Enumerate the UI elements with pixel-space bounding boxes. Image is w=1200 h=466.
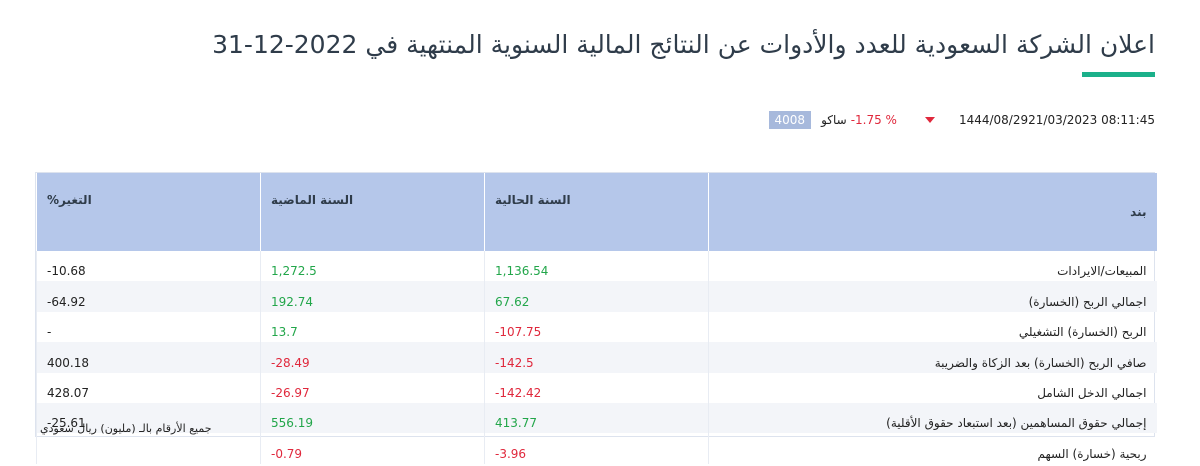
hijri-date: 1444/08/29 bbox=[958, 113, 1029, 127]
table-row: صافي الربح (الخسارة) بعد الزكاة والضريبة… bbox=[36, 342, 1157, 373]
stock-code-badge[interactable]: 4008 bbox=[768, 111, 812, 129]
row-previous-value: -28.49 bbox=[260, 342, 485, 373]
row-change-value: -25.61 bbox=[36, 402, 261, 434]
row-previous-value: 556.19 bbox=[260, 402, 485, 434]
row-current-value: -3.96 bbox=[484, 433, 709, 464]
row-change-value: 400.18 bbox=[36, 342, 261, 373]
row-previous-value: 1,272.5 bbox=[260, 251, 485, 282]
arrow-down-icon bbox=[924, 117, 935, 123]
table-row: اجمالي الدخل الشامل -142.42 -26.97 428.07 bbox=[36, 372, 1157, 403]
row-item-label: الربح (الخسارة) التشغيلي bbox=[708, 311, 1157, 343]
row-change-value: 428.07 bbox=[36, 372, 261, 403]
row-item-label: صافي الربح (الخسارة) بعد الزكاة والضريبة bbox=[708, 342, 1157, 373]
units-footnote: جميع الأرقام بالـ (مليون) ريال سعودي bbox=[40, 422, 212, 435]
stock-info-bar: 4008 ساكو -1.75 % 1444/08/29 21/03/2023 … bbox=[759, 111, 1155, 129]
row-item-label: ربحية (خسارة) السهم bbox=[708, 433, 1157, 464]
row-item-label: اجمالي الدخل الشامل bbox=[708, 372, 1157, 403]
table-row: اجمالي الربح (الخسارة) 67.62 192.74 -64.92 bbox=[36, 281, 1157, 312]
header-current-year: السنة الحالية bbox=[484, 173, 709, 251]
table-header-row: بند السنة الحالية السنة الماضية التغير% bbox=[36, 173, 1157, 251]
table-row: ربحية (خسارة) السهم -3.96 -0.79 bbox=[36, 433, 1157, 464]
financial-results-table: بند السنة الحالية السنة الماضية التغير% … bbox=[35, 172, 1157, 464]
row-current-value: 413.77 bbox=[484, 402, 709, 434]
row-item-label: اجمالي الربح (الخسارة) bbox=[708, 281, 1157, 312]
row-previous-value: -26.97 bbox=[260, 372, 485, 403]
header-change-percent: التغير% bbox=[36, 173, 261, 251]
row-current-value: -142.42 bbox=[484, 372, 709, 403]
row-previous-value: 13.7 bbox=[260, 311, 485, 343]
price-change: -1.75 % bbox=[850, 113, 897, 127]
row-current-value: -107.75 bbox=[484, 311, 709, 343]
row-previous-value: -0.79 bbox=[260, 433, 485, 464]
title-underline bbox=[1082, 72, 1155, 77]
row-change-value: -64.92 bbox=[36, 281, 261, 312]
row-current-value: -142.5 bbox=[484, 342, 709, 373]
row-current-value: 67.62 bbox=[484, 281, 709, 312]
row-item-label: إجمالي حقوق المساهمين (بعد استبعاد حقوق … bbox=[708, 402, 1157, 434]
header-item: بند bbox=[708, 173, 1157, 251]
page-title: اعلان الشركة السعودية للعدد والأدوات عن … bbox=[212, 30, 1155, 59]
row-previous-value: 192.74 bbox=[260, 281, 485, 312]
stock-symbol[interactable]: ساكو bbox=[821, 113, 847, 127]
row-current-value: 1,136.54 bbox=[484, 251, 709, 282]
row-change-value: - bbox=[36, 311, 261, 343]
header-previous-year: السنة الماضية bbox=[260, 173, 485, 251]
row-item-label: المبيعات/الايرادات bbox=[708, 251, 1157, 282]
table-row: الربح (الخسارة) التشغيلي -107.75 13.7- bbox=[36, 311, 1157, 343]
table-row: إجمالي حقوق المساهمين (بعد استبعاد حقوق … bbox=[36, 402, 1157, 434]
table-row: المبيعات/الايرادات 1,136.54 1,272.5 -10.68 bbox=[36, 251, 1157, 282]
row-change-value bbox=[36, 433, 261, 464]
announcement-datetime: 21/03/2023 08:11:45 bbox=[1028, 113, 1155, 127]
row-change-value: -10.68 bbox=[36, 251, 261, 282]
